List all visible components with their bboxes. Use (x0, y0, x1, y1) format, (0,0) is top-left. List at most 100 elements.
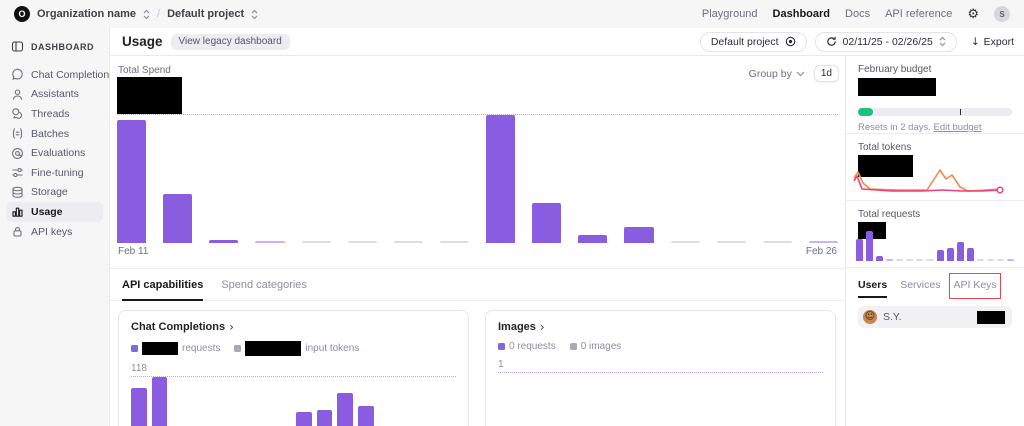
budget-section: February budget Resets in 2 days. Edit b… (846, 56, 1024, 134)
sort-chevrons-icon (251, 9, 258, 19)
panel-icon (11, 41, 24, 52)
total-spend-bar-chart (117, 114, 838, 243)
total-requests-section: Total requests (846, 201, 1024, 268)
breadcrumb-separator: / (157, 8, 161, 20)
redaction-box-spend-value (117, 77, 182, 114)
page-title: Usage (122, 34, 163, 49)
tab-api-capabilities[interactable]: API capabilities (122, 269, 204, 301)
bar-feb-11 (117, 120, 147, 243)
target-icon (785, 36, 795, 47)
right-panel: February budget Resets in 2 days. Edit b… (845, 56, 1024, 426)
project-switcher[interactable]: Default project (167, 8, 245, 20)
sidebar-item-evaluations[interactable]: Evaluations (6, 143, 103, 163)
bar-feb-17 (393, 241, 423, 243)
tab-services[interactable]: Services (900, 279, 941, 291)
budget-title: February budget (858, 64, 932, 75)
sidebar-item-api-keys[interactable]: API keys (6, 222, 103, 242)
sidebar-item-storage[interactable]: Storage (6, 183, 103, 203)
bar-feb-16 (347, 241, 377, 243)
bar-8 (936, 250, 944, 261)
chart-controls: Group by 1d (749, 65, 839, 82)
bar-feb-13 (209, 239, 239, 243)
images-card-title[interactable]: Images › (498, 320, 545, 334)
tab-users[interactable]: Users (858, 279, 888, 298)
chevron-down-icon (796, 71, 805, 76)
total-tokens-section: Total tokens (846, 134, 1024, 201)
nav-docs[interactable]: Docs (845, 8, 871, 20)
user-avatar[interactable]: S (994, 6, 1010, 22)
bar-15 (1006, 259, 1014, 261)
top-bar: O Organization name / Default project Pl… (0, 0, 1024, 28)
budget-caption: Resets in 2 days. Edit budget (858, 122, 982, 133)
capability-cards: Chat Completions › requests input tokens… (118, 310, 836, 426)
user-row-avatar-icon: ☺ (863, 310, 877, 324)
bar-9 (946, 248, 954, 261)
sidebar-item-assistants[interactable]: Assistants (6, 85, 103, 105)
bar-12 (976, 259, 984, 261)
redaction-box-user-value (977, 310, 1005, 324)
bar-10 (337, 392, 353, 426)
bar-feb-19 (486, 115, 516, 243)
sidebar-item-fine-tuning[interactable]: Fine-tuning (6, 163, 103, 183)
sidebar-item-batches[interactable]: Batches (6, 124, 103, 144)
redaction-box-requests-count (142, 342, 178, 355)
sidebar-header: DASHBOARD (6, 38, 103, 55)
annotation-red-box (949, 273, 1001, 299)
bar-1 (866, 231, 874, 261)
granularity-1d-button[interactable]: 1d (813, 65, 839, 82)
chat-completions-bar-chart (131, 376, 456, 426)
nav-api-reference[interactable]: API reference (885, 8, 953, 20)
sidebar-item-threads[interactable]: Threads (6, 104, 103, 124)
bar-4 (896, 259, 904, 261)
sidebar-item-chat-completions[interactable]: Chat Completions (6, 65, 114, 85)
budget-progress-bar (858, 108, 1012, 116)
chat-completions-legend: requests input tokens (131, 341, 456, 356)
users-section: Users Services API Keys ☺ S.Y. (846, 268, 1024, 336)
user-row-name: S.Y. (883, 311, 902, 323)
tab-spend-categories[interactable]: Spend categories (221, 278, 307, 291)
redaction-box-tokens-value (858, 155, 913, 177)
date-range-picker[interactable]: 02/11/25 - 02/26/25 (814, 31, 957, 52)
nav-playground[interactable]: Playground (701, 8, 758, 20)
chat-completions-card-title[interactable]: Chat Completions › (131, 320, 234, 334)
header-controls: Default project 02/11/25 - 02/26/25 ↓ Ex… (699, 31, 1014, 52)
view-legacy-dashboard-button[interactable]: View legacy dashboard (170, 33, 290, 50)
images-legend-swatch (569, 343, 577, 350)
bar-13 (986, 259, 994, 261)
project-filter-pill[interactable]: Default project (699, 31, 807, 52)
x-axis-labels: Feb 11 Feb 26 (118, 246, 837, 257)
edit-budget-link[interactable]: Edit budget (933, 122, 982, 133)
images-ymax-label: 1 (498, 359, 504, 370)
redaction-box-requests-value (858, 222, 886, 239)
bar-6 (916, 259, 924, 261)
budget-tick-marker (959, 109, 962, 115)
bar-feb-22 (624, 227, 654, 243)
bar-9 (316, 409, 333, 426)
chat-ymax-label: 118 (131, 363, 147, 374)
images-legend: 0 requests 0 images (498, 341, 823, 352)
tokens-line-series-b (853, 175, 1001, 192)
sort-chevrons-icon (939, 36, 946, 47)
settings-gear-icon[interactable]: ⚙ (967, 6, 979, 22)
budget-progress-fill (858, 108, 874, 116)
org-switcher[interactable]: Organization name (37, 8, 137, 20)
top-nav: Playground Dashboard Docs API reference … (702, 6, 1010, 22)
sort-chevrons-icon (143, 9, 150, 19)
bar-11 (357, 405, 374, 426)
tab-api-keys[interactable]: API Keys (949, 273, 1001, 299)
export-button[interactable]: ↓ Export (970, 35, 1014, 48)
sidebar-item-usage[interactable]: Usage (6, 202, 103, 222)
main-content: Total Spend Group by 1d Feb 11 Feb 26 AP… (110, 56, 845, 426)
group-by-dropdown[interactable]: Group by (749, 68, 805, 80)
images-card: Images › 0 requests 0 images 1 (485, 310, 836, 426)
bar-feb-21 (578, 235, 608, 243)
download-arrow-icon: ↓ (970, 35, 980, 48)
nav-dashboard[interactable]: Dashboard (772, 8, 831, 20)
bar-0 (856, 239, 864, 261)
sidebar: DASHBOARD Chat Completions Assistants Th… (0, 28, 114, 426)
user-row[interactable]: ☺ S.Y. (858, 306, 1012, 328)
breadcrumb: O Organization name / Default project (14, 6, 258, 22)
chat-completions-card: Chat Completions › requests input tokens… (118, 310, 469, 426)
org-logo: O (14, 6, 30, 22)
